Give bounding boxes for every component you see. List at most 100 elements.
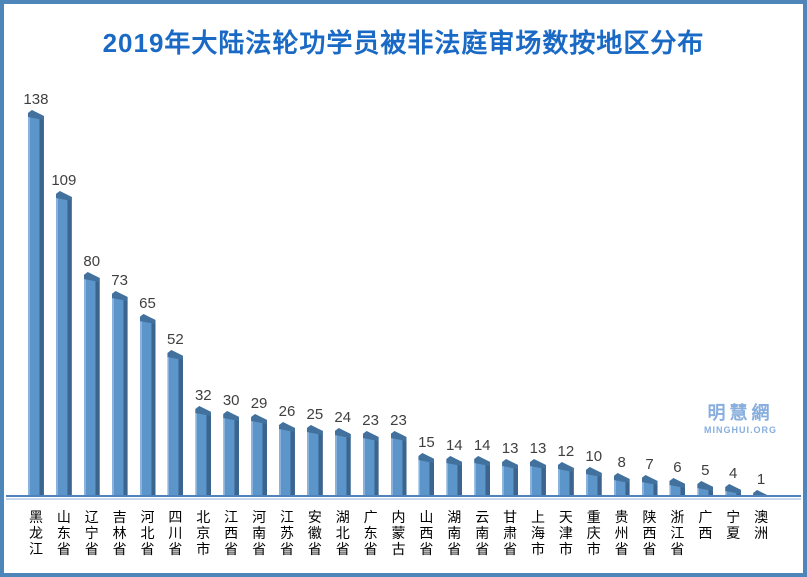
bar-top-face bbox=[83, 272, 100, 282]
bar-value-label: 6 bbox=[673, 459, 682, 476]
bar-top-face bbox=[55, 191, 72, 201]
bar-column: 8 bbox=[608, 454, 636, 495]
bar-value-label: 13 bbox=[529, 440, 547, 457]
bar bbox=[278, 422, 295, 495]
category-label: 湖南省 bbox=[447, 509, 462, 557]
bar-value-label: 73 bbox=[111, 272, 128, 289]
category-label: 江西省 bbox=[224, 509, 239, 557]
bar-column: 26 bbox=[273, 403, 301, 495]
bar bbox=[641, 475, 658, 495]
bar-column: 24 bbox=[329, 409, 357, 495]
bar bbox=[251, 414, 268, 495]
bar-value-label: 23 bbox=[390, 412, 407, 429]
bar-column: 13 bbox=[496, 440, 524, 495]
bar bbox=[613, 473, 630, 495]
bar bbox=[697, 481, 714, 495]
bar-value-label: 26 bbox=[278, 403, 296, 420]
bar-top-face bbox=[223, 411, 240, 421]
category-label: 宁夏 bbox=[726, 509, 741, 541]
bar-top-face bbox=[697, 481, 714, 491]
bar bbox=[139, 314, 156, 495]
bar-top-face bbox=[641, 475, 658, 485]
bar-top-face bbox=[502, 459, 519, 469]
category-label: 内蒙古 bbox=[391, 509, 406, 557]
bar-top-face bbox=[195, 406, 212, 416]
bar-value-label: 24 bbox=[334, 409, 352, 426]
bar bbox=[557, 462, 574, 495]
category-label: 江苏省 bbox=[279, 509, 294, 557]
bar-value-label: 1 bbox=[756, 471, 766, 488]
category-label: 河南省 bbox=[252, 509, 267, 557]
bar-value-label: 7 bbox=[645, 456, 654, 473]
category-label: 广西 bbox=[698, 509, 713, 541]
bar-top-face bbox=[613, 473, 630, 483]
bar-value-label: 5 bbox=[701, 462, 710, 479]
bar bbox=[418, 453, 435, 495]
bar-value-label: 10 bbox=[585, 448, 603, 465]
bar-value-label: 14 bbox=[473, 437, 491, 454]
category-label: 浙江省 bbox=[670, 509, 685, 557]
bar-column: 109 bbox=[50, 172, 78, 495]
bar-value-label: 80 bbox=[83, 253, 101, 270]
bar bbox=[55, 191, 72, 495]
bar-value-label: 29 bbox=[250, 395, 268, 412]
category-labels: 黑龙江山东省辽宁省吉林省河北省四川省北京市江西省河南省江苏省安徽省湖北省广东省内… bbox=[22, 509, 775, 557]
bar-column: 6 bbox=[663, 459, 691, 495]
bar-value-label: 14 bbox=[445, 437, 463, 454]
bar bbox=[83, 272, 100, 495]
chart-title: 2019年大陆法轮功学员被非法庭审场数按地区分布 bbox=[102, 28, 705, 58]
bar-value-label: 109 bbox=[51, 172, 77, 189]
bar-value-label: 138 bbox=[23, 91, 49, 108]
bar-column: 15 bbox=[412, 434, 440, 495]
bar-top-face bbox=[111, 291, 128, 301]
minghui-site-text: MINGHUI.ORG bbox=[704, 425, 777, 435]
bar bbox=[446, 456, 463, 495]
bar bbox=[111, 291, 128, 495]
bar bbox=[306, 425, 323, 495]
category-label: 澳洲 bbox=[754, 509, 769, 541]
bar-top-face bbox=[251, 414, 268, 424]
bar-top-face bbox=[27, 110, 44, 120]
bar-value-label: 8 bbox=[617, 454, 626, 471]
category-label: 安徽省 bbox=[307, 509, 322, 557]
category-label: 上海市 bbox=[530, 509, 545, 557]
bar-column: 80 bbox=[78, 253, 106, 495]
bar-column: 23 bbox=[385, 412, 413, 495]
bar-top-face bbox=[557, 462, 574, 472]
minghui-watermark: 明慧網 MINGHUI.ORG bbox=[704, 402, 777, 436]
bar-value-label: 52 bbox=[167, 331, 184, 348]
bar-column: 65 bbox=[134, 295, 162, 495]
bar-value-label: 4 bbox=[729, 465, 738, 482]
bar-value-label: 25 bbox=[306, 406, 324, 423]
bar-column: 23 bbox=[357, 412, 385, 495]
bar-column: 10 bbox=[580, 448, 608, 495]
bar-column: 5 bbox=[691, 462, 719, 495]
category-label: 四川省 bbox=[168, 509, 183, 557]
bar-top-face bbox=[529, 459, 546, 469]
bar-top-face bbox=[390, 431, 407, 441]
bar-column: 73 bbox=[106, 272, 134, 495]
bar-value-label: 32 bbox=[194, 387, 212, 404]
bar bbox=[585, 467, 602, 495]
bar bbox=[167, 350, 184, 495]
category-label: 吉林省 bbox=[112, 509, 127, 557]
bar-column: 30 bbox=[217, 392, 245, 495]
plot-area: 138 109 80 73 65 52 32 30 29 26 25 24 23 23 15 14 14 13 13… bbox=[22, 91, 775, 496]
bar-column: 7 bbox=[636, 456, 664, 495]
bar-value-label: 12 bbox=[557, 443, 575, 460]
bar-top-face bbox=[418, 453, 435, 463]
bar-top-face bbox=[139, 314, 156, 324]
bar-top-face bbox=[334, 428, 351, 438]
bar-column: 29 bbox=[245, 395, 273, 495]
bar-column: 1 bbox=[747, 471, 775, 496]
category-label: 重庆市 bbox=[586, 509, 601, 557]
bar bbox=[669, 478, 686, 495]
bar-value-label: 15 bbox=[418, 434, 435, 451]
bar-top-face bbox=[306, 425, 323, 435]
bar-top-face bbox=[167, 350, 184, 360]
bar-top-face bbox=[278, 422, 295, 432]
bar bbox=[753, 490, 770, 496]
category-label: 天津市 bbox=[558, 509, 573, 557]
bar-column: 13 bbox=[524, 440, 552, 495]
